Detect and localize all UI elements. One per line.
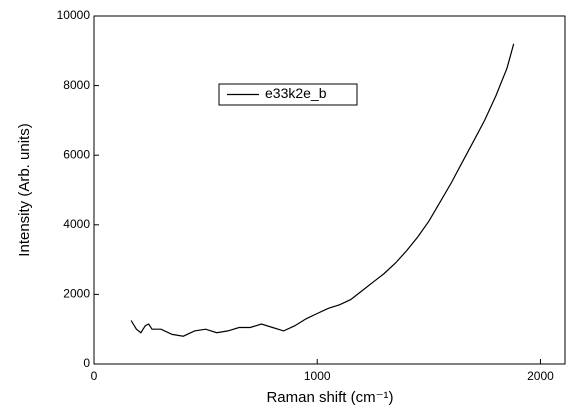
x-tick-label: 2000 — [527, 369, 554, 383]
y-tick-label: 6000 — [63, 147, 90, 161]
plot-frame — [93, 15, 566, 365]
y-tick-label: 10000 — [57, 8, 91, 22]
y-axis-label: Intensity (Arb. units) — [16, 123, 33, 256]
data-line — [130, 43, 515, 337]
y-tick-label: 0 — [83, 356, 90, 370]
x-tick-label: 1000 — [304, 369, 331, 383]
y-tick-label: 2000 — [63, 287, 90, 301]
legend-box — [218, 83, 358, 106]
y-tick-label: 8000 — [63, 78, 90, 92]
y-tick-label: 4000 — [63, 217, 90, 231]
legend-label: e33k2e_b — [265, 85, 327, 101]
x-tick-label: 0 — [91, 369, 98, 383]
x-axis-label: Raman shift (cm⁻¹) — [266, 389, 393, 406]
